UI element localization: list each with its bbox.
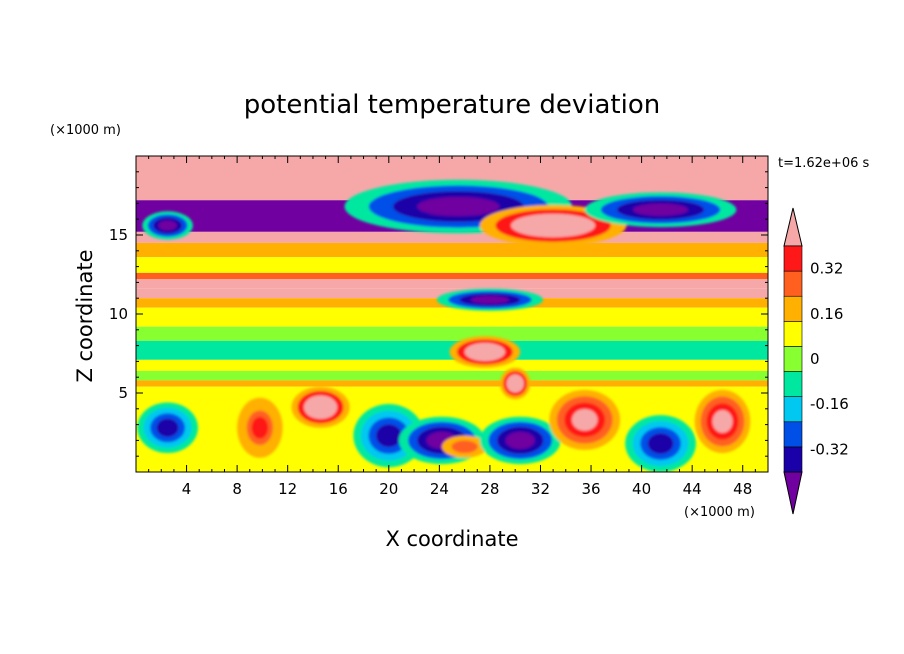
contour-band-3	[136, 242, 768, 258]
colorbar-extend-low	[783, 471, 803, 515]
contour-blob-6	[479, 416, 561, 465]
contour-blobs	[137, 179, 751, 472]
x-tick-label: 4	[182, 480, 192, 498]
contour-band-9	[136, 307, 768, 327]
y-tick-label: 15	[109, 226, 128, 244]
contour-blob-1	[237, 397, 283, 458]
x-tick-label: 32	[531, 480, 550, 498]
x-tick-label: 12	[278, 480, 297, 498]
y-axis-ticks: 5 10 15	[109, 171, 768, 457]
contour-field	[136, 156, 768, 472]
colorbar-label: 0.16	[810, 305, 843, 323]
contour-band-10	[136, 326, 768, 341]
colorbar: 0.32 0.16 0 -0.16 -0.32	[783, 207, 849, 515]
x-tick-label: 28	[480, 480, 499, 498]
contour-band-4	[136, 257, 768, 273]
colorbar-swatch	[783, 371, 803, 397]
x-tick-label: 16	[329, 480, 348, 498]
colorbar-swatch	[783, 346, 803, 372]
colorbar-swatch	[783, 321, 803, 347]
x-tick-label: 40	[632, 480, 651, 498]
contour-blob-5	[441, 435, 488, 458]
x-tick-label: 20	[379, 480, 398, 498]
contour-blob-13	[436, 288, 544, 311]
colorbar-swatch	[783, 421, 803, 448]
contour-blob-9	[694, 389, 751, 454]
colorbar-label: 0	[810, 350, 820, 368]
contour-band-13	[136, 370, 768, 381]
y-axis-label: Z coordinate	[73, 249, 97, 382]
colorbar-swatch	[783, 270, 803, 297]
x-tick-label: 8	[232, 480, 242, 498]
contour-blob-14	[449, 336, 521, 368]
contour-band-6	[136, 279, 768, 289]
contour-band-5	[136, 272, 768, 280]
x-tick-label: 48	[733, 480, 752, 498]
contour-blob-16	[142, 211, 193, 240]
time-label: t=1.62e+06 s	[778, 156, 870, 171]
colorbar-swatch	[783, 446, 803, 473]
contour-blob-11	[479, 204, 627, 247]
contour-band-14	[136, 380, 768, 387]
x-unit-label: (×1000 m)	[684, 505, 755, 520]
contour-blob-15	[500, 367, 531, 400]
colorbar-label: -0.32	[810, 440, 849, 458]
contour-blob-8	[625, 415, 696, 472]
colorbar-label: -0.16	[810, 395, 849, 413]
x-axis-ticks: 4 8 12 16 20 24 28 32 36 40 44 48	[148, 156, 756, 498]
x-tick-label: 44	[683, 480, 702, 498]
colorbar-label: 0.32	[810, 260, 843, 278]
contour-blob-2	[291, 386, 350, 428]
chart-title: potential temperature deviation	[244, 90, 660, 120]
contour-blob-12	[584, 192, 737, 228]
colorbar-extend-high	[783, 207, 803, 247]
x-axis-label: X coordinate	[385, 527, 518, 551]
colorbar-swatch	[783, 245, 803, 272]
x-tick-label: 36	[581, 480, 600, 498]
contour-band-2	[136, 231, 768, 243]
x-tick-label: 24	[430, 480, 449, 498]
contour-blob-0	[137, 402, 198, 454]
colorbar-swatch	[783, 295, 803, 322]
y-unit-label: (×1000 m)	[50, 123, 121, 138]
contour-blob-7	[549, 389, 621, 450]
y-tick-label: 10	[109, 305, 128, 323]
colorbar-swatch	[783, 396, 803, 423]
y-tick-label: 5	[118, 384, 128, 402]
contour-band-12	[136, 359, 768, 371]
